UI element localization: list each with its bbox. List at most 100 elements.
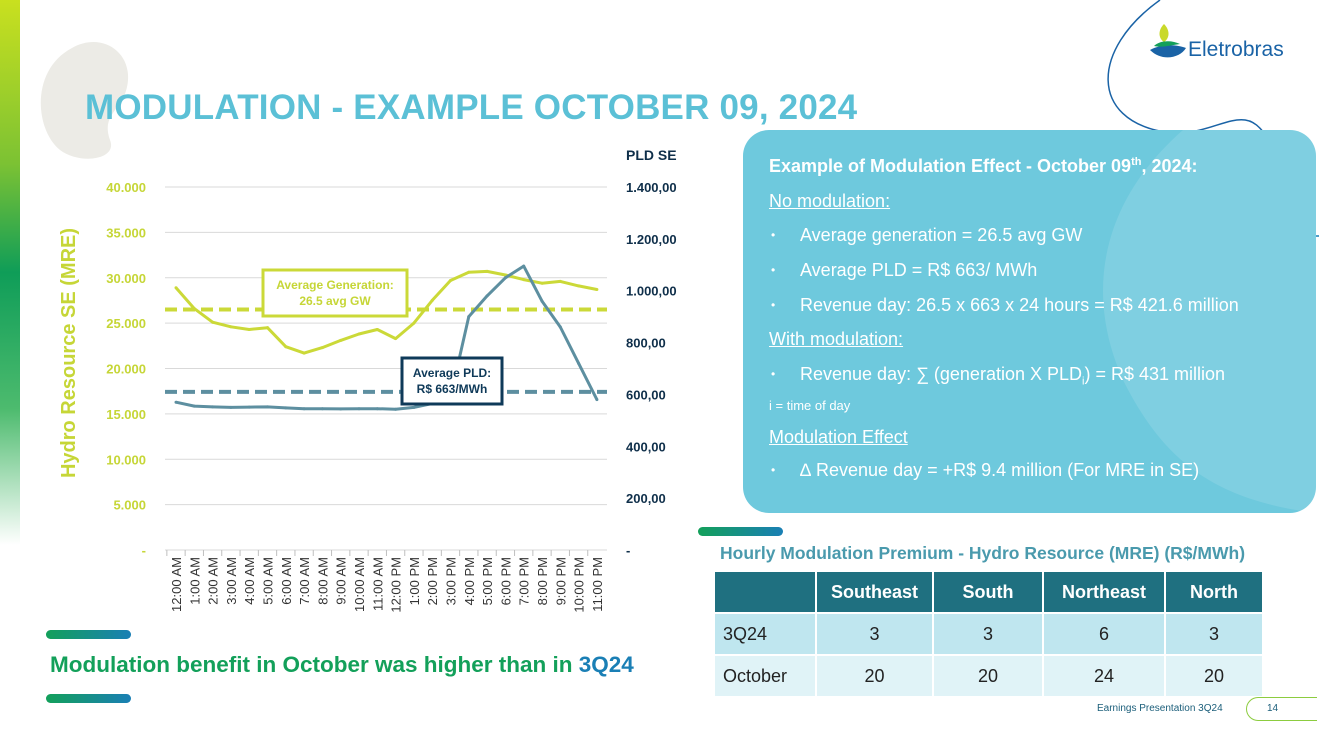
bullet-icon: •: [771, 367, 776, 381]
left-axis-title: Hydro Resource SE (MRE): [58, 228, 80, 478]
table-cell: October: [713, 654, 817, 698]
left-gradient-band: [0, 0, 20, 545]
x-tick-label: 9:00 PM: [553, 557, 568, 605]
x-tick-label: 10:00 AM: [352, 557, 367, 612]
left-tick-label: 25.000: [106, 316, 146, 331]
generation-point: [449, 278, 452, 282]
pld-point: [247, 405, 251, 409]
right-tick-label: 200,00: [626, 491, 666, 506]
table-cell: 24: [1042, 654, 1166, 698]
right-tick-label: 400,00: [626, 439, 666, 454]
bullet-icon: •: [771, 463, 776, 477]
table-header-cell: North: [1164, 570, 1264, 614]
accent-pill-decor: [698, 527, 783, 536]
time-of-day-note: i = time of day: [769, 398, 851, 413]
top-right-arc-decor: [1107, 0, 1269, 141]
pld-point: [339, 407, 343, 411]
accent-pill-decor: [46, 630, 131, 639]
right-tick-label: 1.400,00: [626, 180, 677, 195]
x-tick-label: 7:00 PM: [517, 557, 532, 605]
x-tick-label: 5:00 PM: [480, 557, 495, 605]
chart-ticks: - 5.000 10.000 15.000 20.000 25.000 30.000 35.0…: [106, 180, 676, 613]
generation-series-line: [174, 269, 598, 355]
logo-text: Eletrobras: [1188, 38, 1284, 61]
generation-point: [430, 298, 434, 302]
right-tick-label: 1.000,00: [626, 284, 677, 299]
x-tick-label: 3:00 AM: [224, 557, 239, 605]
chart-series: [174, 264, 599, 411]
benefit-statement: Modulation benefit in October was higher…: [50, 652, 634, 677]
generation-point: [522, 278, 526, 282]
x-tick-label: 1:00 PM: [407, 557, 422, 605]
table-cell: 3: [932, 612, 1044, 656]
x-tick-label: 11:00 AM: [370, 557, 385, 611]
avg-generation-label-1: Average Generation:: [276, 278, 394, 292]
generation-point: [412, 321, 416, 325]
x-tick-label: 11:00 PM: [590, 557, 605, 612]
card-swoosh-decor: [1103, 130, 1316, 513]
left-tick-label: 20.000: [106, 362, 146, 377]
generation-point: [211, 320, 215, 324]
card-heading: Example of Modulation Effect - October 0…: [769, 156, 1198, 176]
modulation-chart: - 5.000 10.000 15.000 20.000 25.000 30.000 35.0…: [58, 147, 677, 613]
generation-point: [339, 338, 343, 342]
bullet-icon: •: [771, 263, 776, 277]
with-mod-item: Revenue day: ∑ (generation X PLDi) = R$ …: [800, 364, 1226, 388]
generation-point: [284, 345, 288, 349]
effect-item: ∆ Revenue day = +R$ 9.4 million (For MRE…: [800, 460, 1200, 480]
x-tick-label: 3:00 PM: [444, 557, 459, 605]
table-cell: 3: [815, 612, 934, 656]
table-row: October 20 20 24 20: [713, 654, 1264, 698]
no-modulation-label: No modulation:: [769, 191, 891, 211]
right-tick-label: 600,00: [626, 387, 666, 402]
pld-point: [595, 398, 599, 402]
x-tick-label: 6:00 AM: [279, 557, 294, 605]
table-header-cell: Southeast: [815, 570, 934, 614]
avg-pld-label-1: Average PLD:: [413, 366, 491, 380]
bullet-icon: •: [771, 298, 776, 312]
avg-pld-label-2: R$ 663/MWh: [417, 382, 488, 396]
generation-point: [266, 326, 269, 330]
pld-point: [266, 405, 269, 409]
page-title: MODULATION - EXAMPLE OCTOBER 09, 2024: [85, 88, 858, 127]
table-header-cell: Northeast: [1042, 570, 1166, 614]
x-tick-label: 2:00 AM: [206, 557, 221, 605]
pld-point: [229, 405, 233, 409]
reference-lines: [165, 307, 607, 394]
footer-label: Earnings Presentation 3Q24: [1097, 703, 1223, 714]
generation-point: [375, 327, 379, 331]
x-tick-label: 12:00 PM: [389, 557, 404, 613]
generation-point: [174, 286, 178, 290]
generation-point: [540, 281, 544, 285]
left-tick-label: 15.000: [106, 407, 146, 422]
pld-point: [558, 325, 562, 329]
table-header-cell: [713, 570, 817, 614]
pld-point: [467, 315, 471, 319]
generation-point: [192, 307, 196, 311]
left-tick-label: 40.000: [106, 180, 146, 195]
avg-generation-callout: Average Generation: 26.5 avg GW: [261, 268, 409, 318]
generation-point: [577, 284, 581, 288]
table-row: 3Q24 3 3 6 3: [713, 612, 1264, 656]
table-cell: 6: [1042, 612, 1166, 656]
pld-point: [412, 405, 416, 409]
x-tick-label: 8:00 PM: [535, 557, 550, 605]
eletrobras-logo-icon: [1150, 24, 1186, 58]
x-tick-label: 7:00 AM: [297, 557, 312, 605]
generation-point: [394, 337, 398, 341]
with-modulation-label: With modulation:: [769, 329, 904, 349]
x-tick-label: 9:00 AM: [334, 557, 349, 605]
table-cell: 20: [815, 654, 934, 698]
pld-point: [357, 407, 361, 411]
pld-point: [577, 361, 581, 365]
left-tick-label: 35.000: [106, 225, 146, 240]
right-tick-label: -: [626, 543, 630, 558]
x-tick-label: 2:00 PM: [425, 557, 440, 605]
left-tick-label: 10.000: [106, 452, 146, 467]
generation-point: [595, 288, 599, 292]
gray-blob-decor: [40, 42, 129, 159]
x-tick-label: 6:00 PM: [498, 557, 513, 605]
left-tick-label: 5.000: [113, 498, 146, 513]
table-cell: 20: [932, 654, 1044, 698]
pld-point: [522, 264, 526, 268]
